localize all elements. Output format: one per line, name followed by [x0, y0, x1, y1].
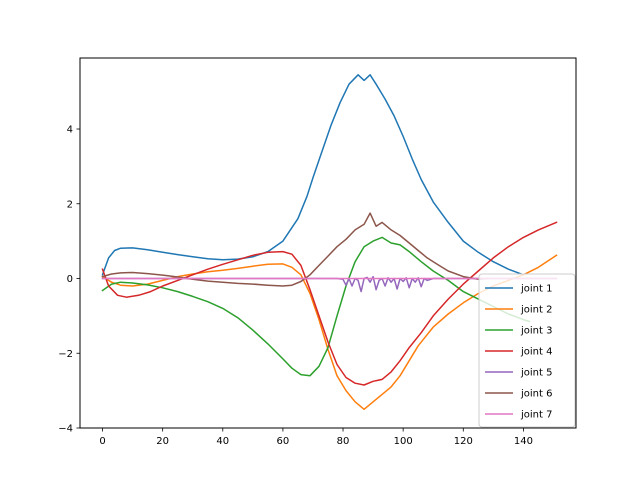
- x-tick-label: 20: [156, 436, 169, 447]
- legend-label: joint 2: [520, 305, 552, 316]
- y-tick-label: 2: [67, 199, 73, 210]
- x-tick-label: 60: [277, 436, 290, 447]
- series-line-1: [101, 74, 525, 276]
- legend-label: joint 1: [520, 284, 552, 295]
- axes-frame: [79, 57, 577, 429]
- y-tick-label: 0: [67, 274, 73, 285]
- series-line-3: [101, 236, 531, 377]
- series-line-2: [101, 254, 558, 411]
- x-tick-label: 140: [514, 436, 533, 447]
- y-tick-label: −4: [58, 424, 73, 435]
- y-tick-label: −2: [58, 349, 73, 360]
- x-tick-label: 100: [394, 436, 413, 447]
- x-tick-label: 0: [99, 436, 105, 447]
- x-tick-label: 80: [337, 436, 350, 447]
- legend-box: [478, 273, 576, 428]
- y-axis: −4 −2 0 2 4: [58, 125, 80, 435]
- legend: joint 1 joint 2 joint 3 joint 4 joint 5 joint…: [478, 273, 576, 428]
- x-axis: 0 20 40 60 80 100 120 140: [99, 428, 533, 447]
- legend-label: joint 3: [520, 326, 552, 337]
- x-tick-label: 40: [216, 436, 229, 447]
- legend-label: joint 7: [520, 410, 552, 421]
- series-line-4: [101, 221, 558, 386]
- y-tick-label: 4: [67, 125, 73, 136]
- legend-label: joint 5: [520, 368, 552, 379]
- legend-label: joint 6: [520, 389, 552, 400]
- x-tick-label: 120: [454, 436, 473, 447]
- series-line-5: [101, 275, 558, 293]
- series-line-6: [101, 212, 489, 287]
- legend-label: joint 4: [520, 347, 552, 358]
